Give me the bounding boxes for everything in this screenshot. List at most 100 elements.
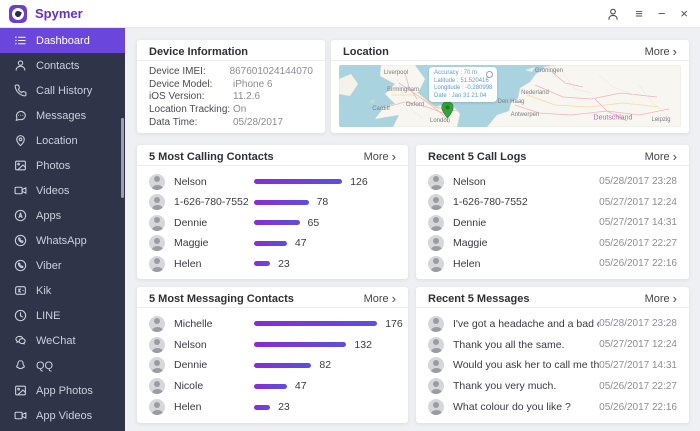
location-icon bbox=[16, 135, 25, 147]
user-account-icon[interactable] bbox=[606, 7, 620, 21]
call-count: 65 bbox=[307, 216, 320, 229]
avatar bbox=[149, 235, 165, 251]
messages-more-link[interactable]: More › bbox=[644, 291, 677, 306]
kik-icon bbox=[15, 286, 26, 295]
menu-icon[interactable]: ≡ bbox=[635, 6, 643, 21]
call-log-row: Maggie 05/26/2017 22:27 bbox=[416, 235, 689, 251]
messaging-more-link[interactable]: More › bbox=[363, 291, 396, 306]
message-count-bar bbox=[254, 383, 287, 389]
message-row: Thank you all the same. 05/27/2017 12:24 bbox=[416, 336, 689, 353]
calling-contact-row: Dennie 65 bbox=[137, 214, 408, 231]
device-info-label: Data Time: bbox=[149, 117, 198, 129]
sidebar-item-videos[interactable]: Videos bbox=[0, 178, 125, 203]
sidebar-item-messages[interactable]: Messages bbox=[0, 103, 125, 128]
sidebar-item-label: Messages bbox=[36, 109, 87, 122]
sidebar-item-contacts[interactable]: Contacts bbox=[0, 53, 125, 78]
avatar bbox=[428, 357, 444, 374]
avatar bbox=[428, 194, 444, 210]
calling-more-link[interactable]: More › bbox=[363, 149, 396, 164]
messaging-contact-row: Nicole 47 bbox=[137, 378, 408, 395]
sidebar-item-photos[interactable]: Photos bbox=[0, 153, 125, 178]
call-count-bar bbox=[254, 240, 287, 246]
sidebar-item-label: Apps bbox=[36, 209, 62, 222]
sidebar-item-whatsapp[interactable]: WhatsApp bbox=[0, 228, 125, 253]
map-city-label: Antwerpen bbox=[510, 112, 540, 118]
message-count: 47 bbox=[294, 380, 307, 393]
sidebar-item-label: Photos bbox=[36, 159, 71, 172]
call-log-row: 1-626-780-7552 05/27/2017 12:24 bbox=[416, 194, 689, 210]
call-timestamp: 05/26/2017 22:16 bbox=[599, 258, 677, 269]
message-count: 176 bbox=[385, 317, 403, 330]
sidebar-item-label: Viber bbox=[36, 259, 62, 272]
device-info-label: Device Model: bbox=[149, 78, 213, 90]
avatar bbox=[428, 399, 444, 416]
location-pin-icon[interactable] bbox=[441, 101, 454, 119]
call-timestamp: 05/27/2017 14:31 bbox=[599, 217, 677, 228]
message-count: 23 bbox=[278, 401, 290, 414]
chevron-right-icon: › bbox=[391, 291, 396, 306]
sidebar-item-app-videos[interactable]: App Videos bbox=[0, 403, 125, 428]
avatar bbox=[149, 194, 165, 210]
map-city-label: Birmingham bbox=[386, 87, 420, 93]
sidebar-item-apps[interactable]: Apps bbox=[0, 203, 125, 228]
device-info-label: Location Tracking: bbox=[149, 104, 231, 116]
call-history-icon bbox=[14, 84, 27, 97]
tooltip-target-icon bbox=[486, 71, 493, 78]
card-title: Location bbox=[343, 45, 389, 58]
messaging-contact-row: Helen 23 bbox=[137, 399, 408, 416]
sidebar-item-label: Location bbox=[36, 134, 78, 147]
map-country-label: Deutschland bbox=[593, 114, 633, 122]
photos-icon bbox=[15, 160, 26, 171]
contact-name: Maggie bbox=[174, 237, 209, 249]
location-map[interactable]: Liverpool Birmingham Oxford Cardiff Lond… bbox=[339, 65, 681, 127]
message-count-bar bbox=[254, 362, 312, 368]
sidebar-item-qq[interactable]: QQ bbox=[0, 353, 125, 378]
close-icon[interactable]: × bbox=[680, 6, 688, 21]
message-row: Would you ask her to call me this...05/2… bbox=[416, 357, 689, 374]
location-more-link[interactable]: More › bbox=[644, 44, 677, 59]
sidebar-scrollbar[interactable] bbox=[121, 118, 124, 198]
sidebar-item-kik[interactable]: Kik bbox=[0, 278, 125, 303]
sidebar-item-viber[interactable]: Viber bbox=[0, 253, 125, 278]
message-timestamp: 05/26/2017 22:27 bbox=[599, 380, 677, 392]
calling-contact-row: 1-626-780-7552 78 bbox=[137, 194, 408, 210]
messaging-contact-row: Nelson 132 bbox=[137, 336, 408, 353]
contact-name: Nelson bbox=[453, 175, 486, 188]
sidebar-item-label: Kik bbox=[36, 284, 52, 297]
device-info-row: Location Tracking: On bbox=[149, 104, 313, 115]
sidebar-item-wechat[interactable]: WeChat bbox=[0, 328, 125, 353]
title-bar: Spymer ≡ − × bbox=[0, 0, 700, 28]
app-photos-icon bbox=[15, 385, 26, 396]
card-title: Recent 5 Messages bbox=[428, 292, 530, 305]
recent-call-logs-card: Recent 5 Call Logs More › Nelson 05/28/201… bbox=[416, 145, 689, 279]
device-info-label: Device IMEI: bbox=[149, 65, 206, 77]
recent-messages-card: Recent 5 Messages More › I've got a heada… bbox=[416, 287, 689, 423]
map-city-label: Leipzig bbox=[651, 117, 671, 123]
map-city-label: Groningen bbox=[534, 68, 564, 74]
call-count: 78 bbox=[316, 196, 329, 208]
sidebar-item-location[interactable]: Location bbox=[0, 128, 125, 153]
device-info-row: Data Time: 05/28/2017 bbox=[149, 117, 313, 128]
device-info-row: Device Model: iPhone 6 bbox=[149, 79, 313, 90]
avatar bbox=[149, 399, 165, 416]
avatar bbox=[149, 378, 165, 395]
contact-name: Dennie bbox=[174, 359, 208, 372]
sidebar-item-line[interactable]: LINE bbox=[0, 303, 125, 328]
sidebar-item-dashboard[interactable]: Dashboard bbox=[0, 28, 125, 53]
call-count-bar bbox=[254, 261, 271, 266]
map-city-label: Cardiff bbox=[372, 106, 390, 112]
card-title: Recent 5 Call Logs bbox=[428, 150, 527, 163]
most-messaging-contacts-card: 5 Most Messaging Contacts More › Michelle… bbox=[137, 287, 408, 423]
minimize-icon[interactable]: − bbox=[657, 6, 666, 21]
sidebar-item-app-photos[interactable]: App Photos bbox=[0, 378, 125, 403]
avatar bbox=[428, 235, 444, 251]
contact-name: Michelle bbox=[174, 317, 213, 330]
sidebar-item-call-history[interactable]: Call History bbox=[0, 78, 125, 103]
whatsapp-icon bbox=[14, 234, 27, 247]
device-info-row: iOS Version: 11.2.6 bbox=[149, 91, 313, 102]
message-row: What colour do you like ? 05/26/2017 22:1… bbox=[416, 399, 689, 416]
map-city-label: Nederland bbox=[521, 90, 549, 96]
dashboard-icon bbox=[15, 36, 26, 45]
call-logs-more-link[interactable]: More › bbox=[644, 149, 677, 164]
message-count: 82 bbox=[319, 359, 332, 372]
